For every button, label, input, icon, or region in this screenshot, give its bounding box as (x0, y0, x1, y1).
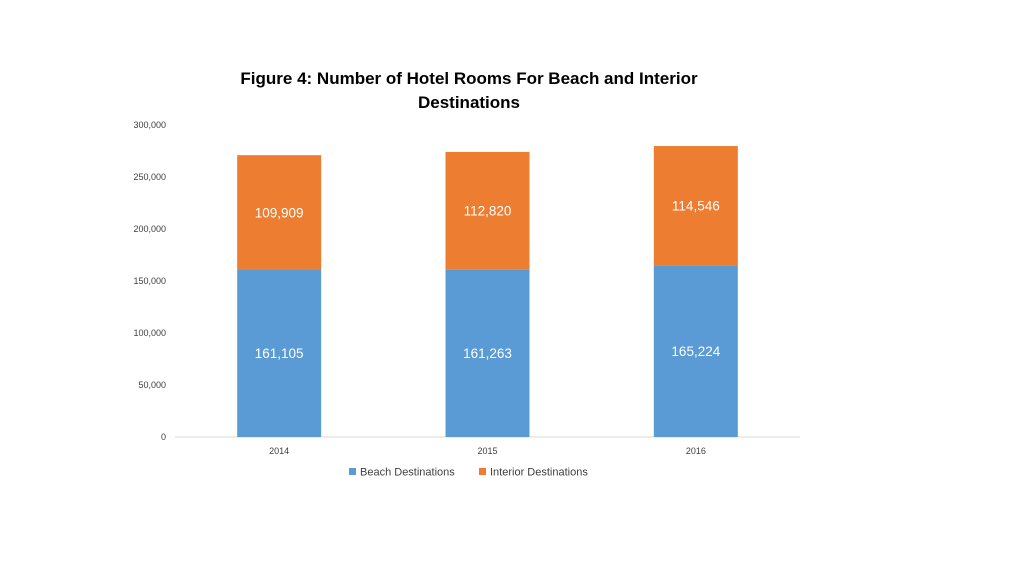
data-label: 114,546 (672, 199, 720, 214)
data-label: 109,909 (255, 205, 304, 220)
data-label: 161,263 (463, 346, 512, 361)
data-label: 112,820 (464, 204, 512, 219)
y-tick-label: 0 (161, 432, 166, 442)
bar-segment-beach (445, 269, 530, 437)
x-axis: 2014 2015 2016 (175, 436, 800, 456)
bar-segment-beach (237, 269, 322, 437)
chart-title-line-1: Figure 4: Number of Hotel Rooms For Beac… (240, 69, 698, 88)
chart-title: Figure 4: Number of Hotel Rooms For Beac… (240, 69, 698, 112)
legend: Beach Destinations Interior Destinations (349, 467, 588, 479)
bars (237, 146, 738, 437)
chart-title-line-2: Destinations (418, 93, 520, 112)
data-labels: 161,105 109,909 161,263 112,820 165,224 114,5… (255, 199, 721, 362)
x-tick-label: 2015 (477, 446, 497, 456)
y-axis: 0 50,000 100,000 150,000 200,000 250,000 300,0… (133, 120, 166, 442)
x-tick-label: 2014 (269, 446, 289, 456)
data-label: 165,224 (671, 344, 720, 359)
y-tick-label: 200,000 (133, 224, 166, 234)
bar-segment-interior (445, 151, 530, 270)
legend-label: Interior Destinations (490, 467, 588, 479)
y-tick-label: 250,000 (133, 172, 166, 182)
legend-label: Beach Destinations (360, 467, 455, 479)
y-tick-label: 150,000 (133, 276, 166, 286)
y-tick-label: 50,000 (138, 380, 166, 390)
y-tick-label: 300,000 (133, 120, 166, 130)
bar-segment-interior (237, 155, 322, 270)
bar-segment-beach (653, 265, 738, 437)
legend-swatch (349, 468, 356, 475)
legend-swatch (479, 468, 486, 475)
data-label: 161,105 (255, 346, 304, 361)
x-tick-label: 2016 (686, 446, 706, 456)
y-tick-label: 100,000 (133, 328, 166, 338)
bar-segment-interior (653, 146, 738, 266)
